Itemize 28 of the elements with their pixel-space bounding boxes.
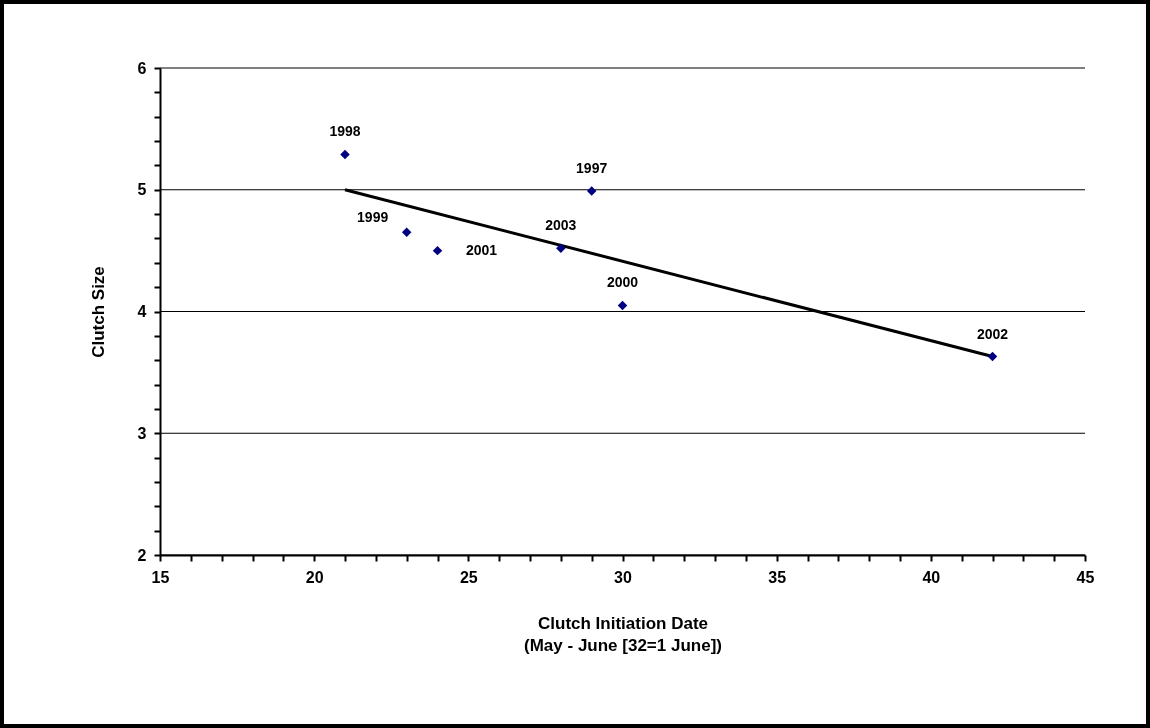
y-tick-label: 5 (137, 181, 147, 199)
x-tick-label: 40 (922, 568, 941, 586)
point (432, 245, 443, 256)
y-tick-label: 2 (137, 546, 147, 564)
y-tick-label: 4 (137, 303, 147, 320)
x-tick-label: 35 (768, 568, 787, 586)
x-axis-title: Clutch Initiation Date (May - June [32=1 June]) (524, 613, 722, 655)
point (987, 351, 998, 362)
y-tick-label: 3 (137, 424, 147, 442)
point (340, 149, 350, 160)
annotation: 2000 (606, 274, 639, 291)
y-tick-label: 6 (137, 59, 147, 77)
annotation: 1998 (329, 123, 361, 140)
point (556, 243, 566, 253)
point (401, 227, 412, 238)
y-axis-title: Clutch Size (88, 266, 108, 358)
x-tick-label: 45 (1076, 568, 1095, 586)
point (586, 186, 597, 196)
annotation: 1999 (357, 209, 389, 226)
annotation: 2001 (465, 241, 498, 258)
annotation: 1997 (576, 159, 608, 176)
annotation: 2002 (976, 325, 1009, 342)
x-tick-label: 30 (614, 568, 632, 586)
x-tick-label: 25 (459, 568, 478, 586)
annotation: 2003 (545, 217, 577, 234)
x-tick-label: 20 (305, 568, 324, 586)
x-tick-label: 15 (151, 568, 170, 586)
point (617, 300, 628, 311)
